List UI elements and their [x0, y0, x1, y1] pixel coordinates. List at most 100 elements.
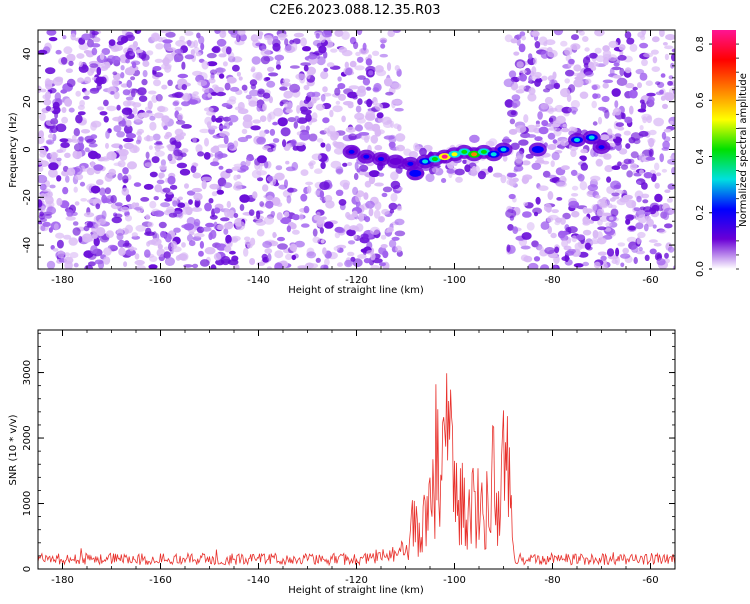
noise-speckle: [363, 192, 369, 200]
noise-speckle: [52, 101, 60, 109]
noise-speckle: [375, 69, 387, 77]
noise-speckle: [638, 130, 649, 137]
noise-speckle: [534, 41, 541, 49]
noise-speckle: [267, 175, 273, 182]
noise-speckle: [134, 259, 145, 266]
noise-speckle: [68, 107, 75, 113]
noise-speckle: [513, 51, 520, 56]
noise-speckle: [161, 63, 172, 70]
noise-speckle: [639, 125, 644, 131]
noise-speckle: [571, 235, 577, 243]
noise-speckle: [205, 222, 215, 228]
noise-speckle: [256, 104, 262, 112]
x-tick-label: -60: [642, 275, 658, 286]
noise-speckle: [616, 77, 628, 86]
noise-speckle: [308, 133, 318, 142]
noise-speckle: [160, 159, 166, 167]
noise-speckle: [533, 256, 541, 262]
noise-speckle: [127, 161, 137, 170]
noise-speckle: [645, 156, 656, 161]
noise-speckle: [268, 96, 273, 104]
noise-speckle: [666, 197, 673, 203]
noise-speckle: [378, 216, 385, 223]
noise-speckle: [362, 77, 371, 86]
noise-speckle: [215, 67, 226, 73]
noise-speckle: [177, 73, 189, 79]
noise-speckle: [228, 114, 239, 123]
noise-speckle: [259, 130, 266, 138]
noise-speckle: [626, 37, 635, 45]
signal-core: [431, 157, 438, 162]
noise-speckle: [620, 164, 629, 170]
noise-speckle: [354, 161, 359, 171]
noise-speckle: [336, 168, 343, 174]
noise-speckle: [352, 210, 358, 218]
noise-speckle: [596, 231, 603, 241]
noise-speckle: [639, 72, 648, 81]
noise-speckle: [625, 214, 634, 221]
signal-core: [490, 152, 497, 157]
noise-speckle: [88, 143, 98, 148]
noise-speckle: [249, 258, 256, 265]
noise-speckle: [64, 252, 70, 257]
noise-speckle: [257, 88, 265, 95]
noise-speckle: [619, 67, 625, 77]
noise-speckle: [388, 141, 396, 148]
noise-speckle: [568, 200, 580, 209]
noise-speckle: [657, 204, 664, 212]
spectrogram-x-label: Height of straight line (km): [288, 285, 424, 296]
noise-speckle: [540, 103, 549, 110]
noise-speckle: [178, 196, 183, 201]
noise-speckle: [238, 76, 243, 81]
noise-speckle: [597, 198, 608, 207]
noise-speckle: [240, 161, 247, 167]
noise-speckle: [390, 193, 398, 202]
noise-speckle: [112, 71, 118, 76]
noise-speckle: [105, 130, 110, 139]
noise-speckle: [173, 227, 181, 233]
x-tick-label: -160: [149, 275, 172, 286]
noise-speckle: [629, 105, 634, 115]
noise-speckle: [642, 116, 648, 124]
noise-speckle: [63, 234, 72, 240]
noise-speckle: [330, 48, 338, 53]
noise-speckle: [573, 64, 582, 72]
noise-speckle: [381, 192, 388, 198]
noise-speckle: [161, 84, 168, 90]
noise-speckle: [632, 86, 638, 91]
noise-speckle: [280, 217, 292, 225]
noise-speckle: [642, 206, 653, 213]
noise-speckle: [389, 208, 395, 214]
noise-speckle: [364, 99, 374, 105]
noise-speckle: [284, 211, 290, 218]
noise-speckle: [338, 46, 348, 53]
noise-speckle: [262, 103, 267, 111]
noise-speckle: [49, 184, 56, 189]
noise-speckle: [147, 240, 157, 245]
noise-speckle: [103, 99, 109, 107]
noise-speckle: [97, 260, 105, 269]
noise-speckle: [116, 131, 125, 138]
noise-speckle: [668, 116, 675, 126]
noise-speckle: [147, 100, 153, 110]
noise-speckle: [562, 212, 571, 220]
noise-speckle: [176, 162, 188, 169]
noise-speckle: [614, 133, 622, 138]
noise-speckle: [560, 165, 570, 171]
noise-speckle: [135, 49, 144, 54]
noise-speckle: [525, 153, 534, 159]
noise-speckle: [579, 181, 588, 191]
signal-core: [534, 147, 541, 152]
noise-speckle: [216, 38, 227, 47]
noise-speckle: [179, 168, 191, 176]
noise-speckle: [62, 186, 69, 195]
noise-speckle: [303, 99, 309, 104]
noise-speckle: [73, 262, 79, 268]
noise-speckle: [633, 172, 642, 177]
noise-speckle: [231, 237, 239, 243]
noise-speckle: [608, 40, 619, 49]
noise-speckle: [573, 78, 584, 88]
noise-speckle: [265, 77, 271, 81]
noise-speckle: [90, 161, 95, 168]
noise-speckle: [93, 164, 104, 171]
